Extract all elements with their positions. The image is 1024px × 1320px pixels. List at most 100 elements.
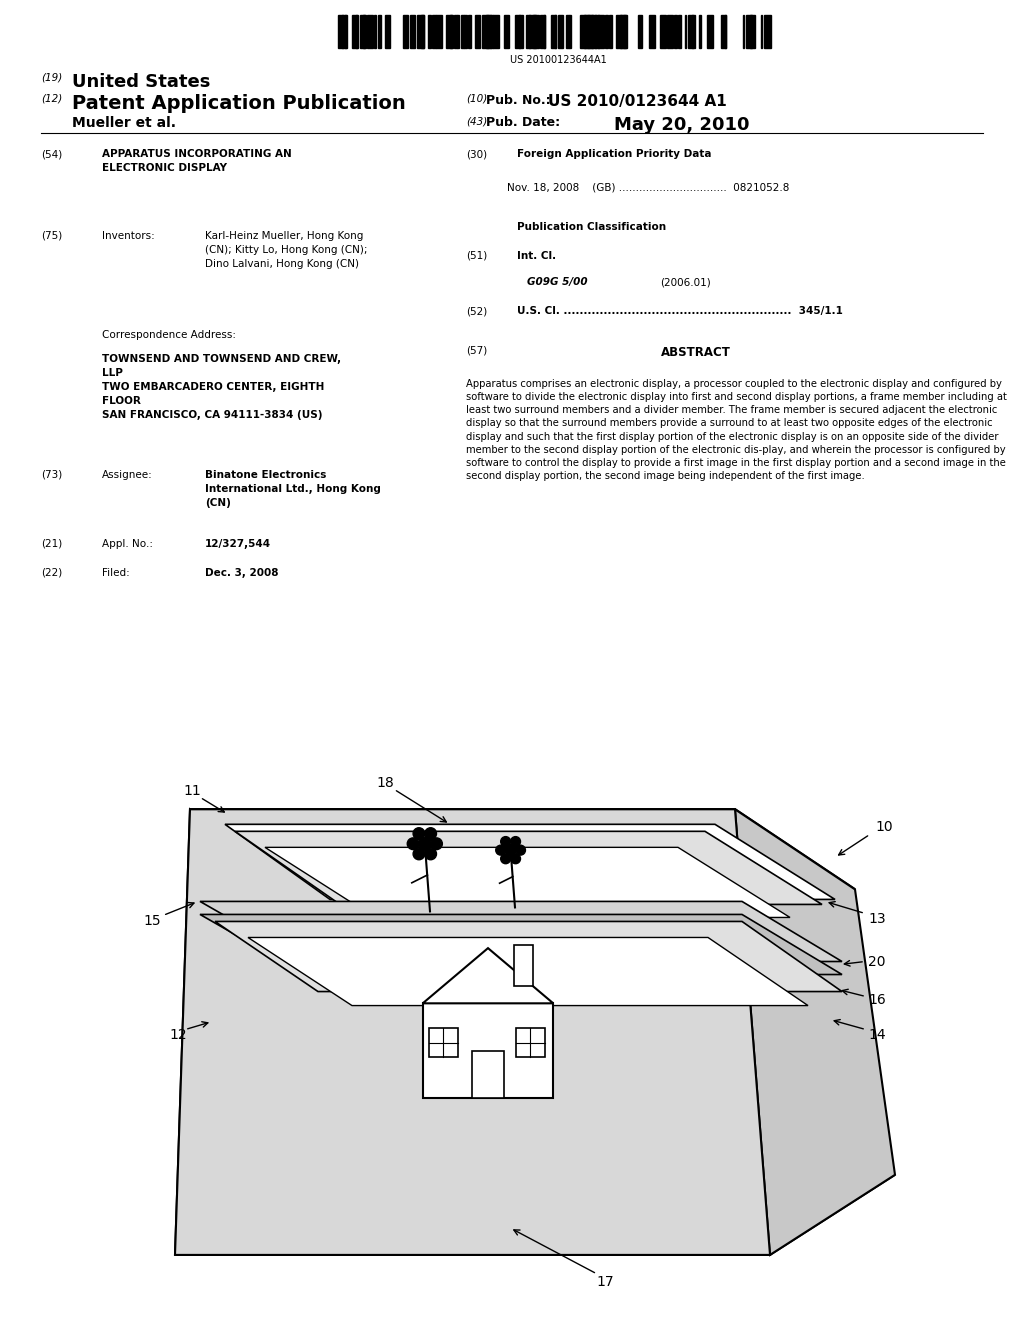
Polygon shape <box>200 902 842 961</box>
Text: Int. Cl.: Int. Cl. <box>517 251 556 261</box>
Text: (57): (57) <box>466 346 487 356</box>
Text: G09G 5/00: G09G 5/00 <box>527 277 588 288</box>
Circle shape <box>501 837 511 846</box>
Circle shape <box>425 847 436 859</box>
Bar <box>667 15 673 48</box>
Polygon shape <box>175 809 770 1255</box>
Text: Patent Application Publication: Patent Application Publication <box>72 94 406 112</box>
Bar <box>515 1028 545 1057</box>
Polygon shape <box>190 809 855 890</box>
Text: U.S. Cl. .........................................................  345/1.1: U.S. Cl. ...............................… <box>517 306 843 317</box>
Bar <box>534 15 540 48</box>
Bar <box>423 1003 553 1098</box>
Bar <box>699 15 700 48</box>
Circle shape <box>511 837 520 846</box>
Bar <box>367 15 373 48</box>
Polygon shape <box>265 847 790 917</box>
Bar <box>504 15 509 48</box>
Bar <box>588 15 594 48</box>
Bar <box>688 15 693 48</box>
Bar <box>421 15 424 48</box>
Bar <box>475 15 480 48</box>
Text: 10: 10 <box>874 820 893 834</box>
Bar <box>515 15 519 48</box>
Circle shape <box>505 845 516 855</box>
Bar <box>750 15 755 48</box>
Polygon shape <box>735 809 895 1255</box>
Text: (73): (73) <box>41 470 62 480</box>
Bar <box>385 15 389 48</box>
Bar <box>674 15 677 48</box>
Bar <box>544 15 546 48</box>
Circle shape <box>425 828 436 840</box>
Circle shape <box>418 837 431 850</box>
Bar <box>742 15 744 48</box>
Text: Apparatus comprises an electronic display, a processor coupled to the electronic: Apparatus comprises an electronic displa… <box>466 379 1007 482</box>
Polygon shape <box>215 921 842 991</box>
Bar <box>598 15 604 48</box>
Text: (52): (52) <box>466 306 487 317</box>
Text: (43): (43) <box>466 116 487 127</box>
Text: (21): (21) <box>41 539 62 549</box>
Text: APPARATUS INCORPORATING AN
ELECTRONIC DISPLAY: APPARATUS INCORPORATING AN ELECTRONIC DI… <box>102 149 292 173</box>
Bar <box>435 15 441 48</box>
Text: 11: 11 <box>183 784 201 799</box>
Bar <box>486 15 490 48</box>
Text: 12/327,544: 12/327,544 <box>205 539 271 549</box>
Bar <box>411 15 415 48</box>
Bar <box>378 15 381 48</box>
Text: Binatone Electronics
International Ltd., Hong Kong
(CN): Binatone Electronics International Ltd.,… <box>205 470 381 508</box>
Bar <box>514 945 532 986</box>
Bar <box>569 15 570 48</box>
Bar <box>465 15 468 48</box>
Bar <box>591 15 596 48</box>
Bar <box>374 15 376 48</box>
Bar <box>558 15 563 48</box>
Bar <box>359 15 366 48</box>
Text: Mueller et al.: Mueller et al. <box>72 116 176 131</box>
Bar <box>580 15 586 48</box>
Bar <box>482 15 488 48</box>
Bar <box>638 15 642 48</box>
Circle shape <box>515 845 525 855</box>
Text: (19): (19) <box>41 73 62 83</box>
Bar <box>457 15 459 48</box>
Polygon shape <box>234 832 822 904</box>
Bar <box>432 15 436 48</box>
Text: Foreign Application Priority Data: Foreign Application Priority Data <box>517 149 712 160</box>
Text: (10): (10) <box>466 94 487 104</box>
Text: 14: 14 <box>868 1027 886 1041</box>
Bar <box>761 15 762 48</box>
Bar <box>454 15 457 48</box>
Bar <box>555 15 556 48</box>
Text: Pub. No.:: Pub. No.: <box>486 94 551 107</box>
Bar <box>584 15 590 48</box>
Text: ABSTRACT: ABSTRACT <box>660 346 730 359</box>
Text: (54): (54) <box>41 149 62 160</box>
Bar <box>429 1028 458 1057</box>
Bar <box>403 15 408 48</box>
Circle shape <box>408 838 419 850</box>
Polygon shape <box>200 915 842 974</box>
Bar <box>605 15 608 48</box>
Bar <box>518 15 523 48</box>
Bar <box>541 15 545 48</box>
Bar <box>624 15 627 48</box>
Bar <box>338 15 342 48</box>
Bar <box>428 15 431 48</box>
Bar <box>342 15 346 48</box>
Text: Filed:: Filed: <box>102 568 130 578</box>
Bar <box>461 15 464 48</box>
Text: US 2010/0123644 A1: US 2010/0123644 A1 <box>548 94 727 108</box>
Circle shape <box>501 854 511 863</box>
Text: 20: 20 <box>868 954 886 969</box>
Bar <box>446 15 453 48</box>
Text: 17: 17 <box>596 1275 613 1288</box>
Text: Appl. No.:: Appl. No.: <box>102 539 154 549</box>
Text: United States: United States <box>72 73 210 91</box>
Text: May 20, 2010: May 20, 2010 <box>614 116 750 135</box>
Bar <box>620 15 626 48</box>
Bar <box>692 15 695 48</box>
Polygon shape <box>225 824 835 899</box>
Bar <box>764 15 770 48</box>
